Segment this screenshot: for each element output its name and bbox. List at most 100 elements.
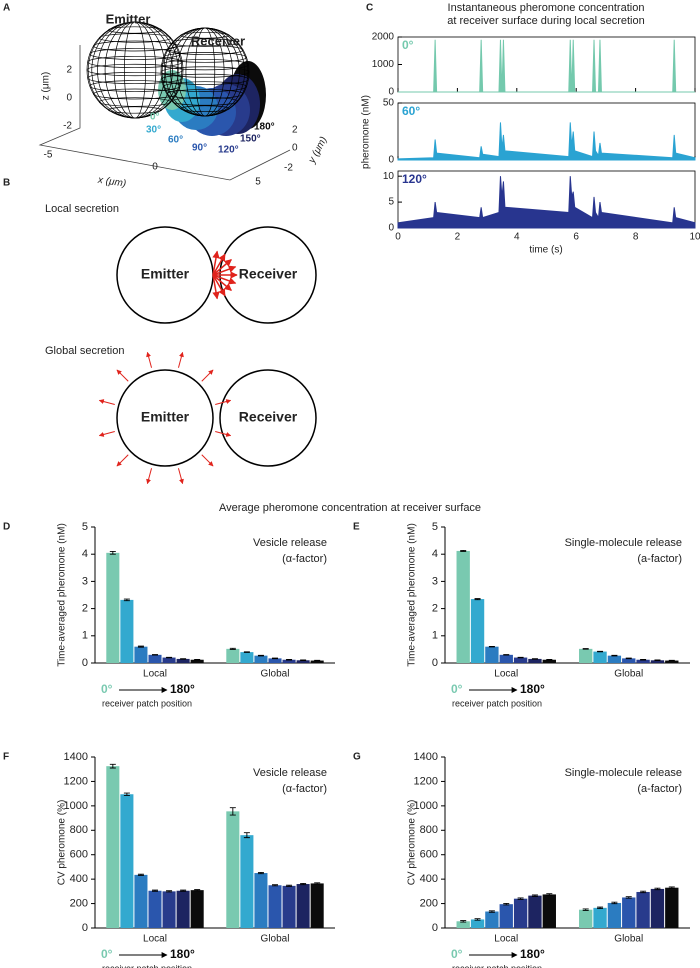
- error-bar: [180, 889, 187, 892]
- y-tick-label: 1200: [64, 775, 88, 787]
- plot-frame: [397, 36, 696, 93]
- plot-frame: [397, 102, 696, 161]
- bar: [579, 648, 593, 663]
- error-bar: [488, 910, 495, 913]
- wireframe: [163, 81, 247, 92]
- bar: [254, 873, 268, 928]
- bar: [607, 655, 622, 663]
- y-tick-label: 1400: [64, 751, 88, 763]
- bar: [240, 835, 254, 928]
- error-bar: [611, 654, 618, 657]
- range-end: 180°: [520, 947, 545, 961]
- error-bar: [272, 884, 278, 887]
- bar: [190, 659, 204, 663]
- y-tick-label: 10: [383, 171, 395, 182]
- error-bar: [286, 659, 293, 661]
- error-bar: [640, 890, 647, 894]
- error-bar: [300, 882, 307, 886]
- wireframe: [160, 66, 250, 78]
- bar: [513, 898, 528, 928]
- x-tick-label: 4: [514, 232, 520, 243]
- y-tick-label: 5: [82, 521, 88, 533]
- arrow: [201, 369, 214, 382]
- y-tick-label: 2: [292, 125, 298, 136]
- panel-letter: A: [3, 3, 10, 14]
- range-start: 0°: [101, 682, 113, 696]
- arrow: [212, 265, 237, 276]
- cell-label: Emitter: [141, 266, 190, 282]
- error-bar: [137, 873, 144, 876]
- x-tick-label: Local: [494, 669, 518, 680]
- y-tick-label: 400: [420, 873, 438, 885]
- bar: [650, 660, 665, 663]
- x-tick-label: 0: [395, 232, 401, 243]
- bar: [254, 655, 268, 663]
- wireframe: [108, 106, 162, 114]
- bar: [176, 890, 190, 928]
- y-tick-label: 0: [388, 155, 394, 166]
- x-tick-label: -5: [44, 150, 53, 161]
- error-bar: [460, 920, 467, 923]
- panel-c: C Instantaneous pheromone concentration …: [361, 2, 645, 256]
- receiver-cell: [219, 369, 317, 467]
- y-tick-label: 800: [70, 824, 88, 836]
- wireframe: [166, 89, 244, 99]
- error-bar: [582, 648, 589, 650]
- wireframe: [180, 32, 230, 39]
- wireframe: [163, 52, 247, 63]
- arrow: [201, 454, 214, 467]
- bar: [650, 888, 665, 928]
- bar: [470, 599, 485, 663]
- arrow: [212, 274, 220, 300]
- arrow: [98, 430, 115, 437]
- error-bar: [654, 659, 661, 662]
- y-tick-label: 1: [82, 630, 88, 642]
- angle-label: 60°: [168, 135, 183, 146]
- wireframe: [89, 80, 181, 92]
- error-bar: [668, 659, 675, 662]
- error-bar: [546, 893, 553, 896]
- chart-note: (a-factor): [637, 553, 682, 565]
- y-tick-label: 0: [432, 922, 438, 934]
- bar: [310, 660, 324, 663]
- arrow: [177, 351, 184, 368]
- error-bar: [194, 889, 201, 892]
- arrow: [212, 274, 232, 292]
- y-tick-label: 0: [292, 143, 298, 154]
- y-axis-label: CV pheromone (%): [57, 800, 68, 886]
- range-start: 0°: [101, 947, 113, 961]
- arrow: [177, 468, 184, 485]
- x-axis-label: time (s): [529, 245, 562, 256]
- bar: [106, 552, 120, 663]
- spheres: [86, 21, 266, 136]
- chart-note: Single-molecule release: [565, 537, 682, 549]
- error-bar: [152, 654, 158, 656]
- cell-label: Receiver: [239, 266, 298, 282]
- y-tick-label: 3: [432, 575, 438, 587]
- y-tick-label: 50: [383, 98, 395, 109]
- y-tick-label: 1000: [64, 800, 88, 812]
- wireframe: [98, 97, 172, 107]
- bar: [579, 909, 593, 928]
- arrow: [212, 258, 232, 276]
- x-tick-label: 5: [255, 177, 261, 188]
- x-axis-label: x (μm): [96, 175, 126, 190]
- error-bar: [654, 887, 661, 891]
- bar: [134, 646, 148, 663]
- bar: [485, 646, 499, 663]
- y-axis-label: CV pheromone (%): [407, 800, 418, 886]
- chart-note: Vesicle release: [253, 537, 327, 549]
- error-bar: [503, 654, 510, 656]
- arrow: [215, 399, 232, 406]
- bar: [499, 654, 513, 663]
- y-tick-label: 5: [388, 197, 394, 208]
- error-bar: [166, 890, 173, 893]
- series-area: [397, 122, 696, 161]
- series-area: [398, 39, 695, 93]
- arrow: [146, 468, 153, 485]
- y-tick-label: 600: [420, 849, 438, 861]
- range-label: receiver patch position: [452, 963, 542, 968]
- error-bar: [272, 657, 278, 660]
- bar: [622, 897, 636, 928]
- y-tick-label: 400: [70, 873, 88, 885]
